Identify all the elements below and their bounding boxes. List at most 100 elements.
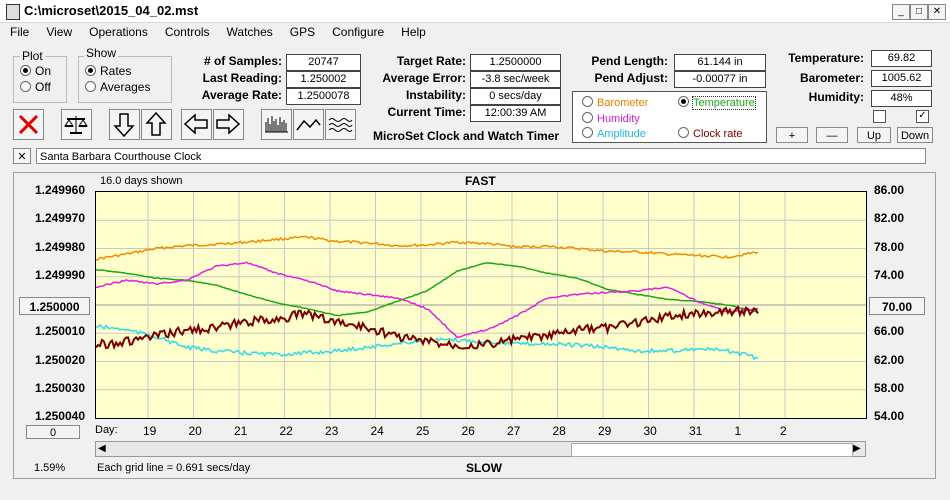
scroll-down-button[interactable]	[109, 109, 140, 140]
scroll-right-button[interactable]	[213, 109, 244, 140]
zigzag-line-icon	[296, 118, 321, 131]
arrow-right-icon	[216, 113, 241, 135]
pend-length-label: Pend Length:	[591, 54, 668, 68]
x-tick-label: 1	[734, 424, 742, 438]
amplitude-radio[interactable]: Amplitude	[582, 127, 646, 140]
app-icon	[6, 4, 20, 20]
barometer-radio[interactable]: Barometer	[582, 96, 648, 109]
y-right-tick-label: 78.00	[874, 239, 905, 254]
average-error-label: Average Error:	[382, 71, 466, 85]
current-time-value: 12:00:39 AM	[470, 105, 561, 122]
y-left-tick-label: 1.249990	[34, 267, 85, 282]
center-rate-button[interactable]: 1.250000	[19, 297, 90, 315]
menu-controls[interactable]: Controls	[164, 25, 210, 39]
show-group	[78, 56, 172, 103]
arrow-down-icon	[113, 113, 135, 138]
current-time-label: Current Time:	[387, 105, 466, 119]
center-temperature-button[interactable]: 70.00	[869, 297, 925, 315]
maximize-button[interactable]: □	[910, 4, 928, 20]
x-tick-label: 30	[643, 424, 657, 438]
scroll-up-button[interactable]	[141, 109, 172, 140]
x-tick-label: 2	[780, 424, 787, 438]
app-caption: MicroSet Clock and Watch Timer	[373, 129, 560, 143]
pend-adjust-label: Pend Adjust:	[594, 71, 668, 85]
menu-configure[interactable]: Configure	[332, 25, 385, 39]
y-left-tick-label: 1.249960	[34, 183, 85, 197]
menu-bar: File View Operations Controls Watches GPS Conf…	[0, 23, 950, 43]
show-averages-radio[interactable]: Averages	[85, 80, 150, 94]
show-rates-radio[interactable]: Rates	[85, 64, 131, 78]
y-right-tick-label: 62.00	[874, 352, 905, 367]
plot-group-title: Plot	[20, 49, 45, 63]
clear-description-button[interactable]: ✕	[13, 148, 31, 164]
x-tick-label: 31	[689, 424, 703, 438]
window-title: C:\microset\2015_04_02.mst	[24, 3, 199, 18]
percent-label: 1.59%	[34, 462, 66, 474]
bar-view-button[interactable]	[261, 109, 292, 140]
horizontal-scrollbar[interactable]: ◀ ▶	[95, 441, 866, 457]
y-right-tick-label: 66.00	[874, 324, 905, 339]
barometer-value: 1005.62	[871, 70, 932, 87]
series-select-box	[572, 91, 767, 143]
days-shown-label: 16.0 days shown	[100, 175, 183, 187]
arrow-left-icon	[183, 113, 208, 135]
humidity-label: Humidity:	[808, 90, 864, 104]
average-rate-value: 1.2500078	[286, 88, 361, 105]
close-window-button[interactable]: ✕	[928, 4, 946, 20]
stop-button[interactable]	[13, 109, 44, 140]
line-view-button[interactable]	[293, 109, 324, 140]
menu-help[interactable]: Help	[401, 25, 426, 39]
clock-rate-radio[interactable]: Clock rate	[678, 127, 743, 140]
x-tick-label: 24	[370, 424, 384, 438]
humidity-value: 48%	[871, 90, 932, 107]
balance-button[interactable]	[61, 109, 92, 140]
humidity-radio[interactable]: Humidity	[582, 112, 640, 125]
last-reading-label: Last Reading:	[202, 71, 282, 85]
instability-value: 0 secs/day	[470, 88, 561, 105]
plot-area	[95, 191, 867, 419]
series-line-barometer	[95, 235, 759, 261]
option-checkbox-2[interactable]: ✓	[916, 110, 929, 123]
last-reading-value: 1.250002	[286, 71, 361, 88]
average-rate-label: Average Rate:	[201, 88, 282, 102]
barometer-label: Barometer:	[799, 71, 864, 85]
scroll-left-button[interactable]	[181, 109, 212, 140]
balance-scale-icon	[64, 116, 88, 134]
x-tick-label: 22	[279, 424, 293, 438]
bars-icon	[265, 116, 288, 133]
scale-minus-button[interactable]: —	[816, 127, 848, 143]
scale-up-button[interactable]: Up	[857, 127, 891, 143]
temperature-radio[interactable]: Temperature	[678, 96, 756, 110]
menu-view[interactable]: View	[46, 25, 73, 39]
menu-operations[interactable]: Operations	[89, 25, 148, 39]
pend-length-value: 61.144 in	[674, 54, 766, 71]
description-field[interactable]: Santa Barbara Courthouse Clock	[36, 148, 926, 164]
x-tick-label: 23	[325, 424, 339, 438]
y-left-tick-label: 1.250030	[34, 380, 85, 395]
target-rate-label: Target Rate:	[396, 54, 466, 68]
samples-value: 20747	[286, 54, 361, 71]
menu-file[interactable]: File	[10, 25, 30, 39]
wave-view-button[interactable]	[325, 109, 356, 140]
chart-svg	[95, 192, 866, 418]
y-left-tick-label: 1.249980	[34, 239, 85, 254]
y-left-tick-label: 1.249970	[34, 211, 85, 226]
scrollbar-thumb[interactable]	[571, 443, 853, 457]
series-line-temperature	[95, 262, 759, 317]
option-checkbox-1[interactable]	[873, 110, 886, 123]
menu-gps[interactable]: GPS	[289, 25, 316, 39]
x-tick-label: 26	[461, 424, 475, 438]
scale-plus-button[interactable]: +	[776, 127, 808, 143]
offset-button[interactable]: 0	[26, 425, 80, 439]
slow-label: SLOW	[466, 461, 502, 475]
plot-off-radio[interactable]: Off	[20, 80, 51, 94]
x-tick-label: 27	[507, 424, 521, 438]
menu-watches[interactable]: Watches	[226, 25, 273, 39]
minimize-button[interactable]: _	[892, 4, 910, 20]
plot-on-radio[interactable]: On	[20, 64, 51, 78]
scale-down-button[interactable]: Down	[897, 127, 933, 143]
y-right-tick-label: 58.00	[874, 380, 905, 395]
scroll-left-arrow-icon[interactable]: ◀	[98, 443, 106, 454]
y-right-tick-label: 54.00	[874, 409, 905, 423]
scroll-right-arrow-icon[interactable]: ▶	[853, 443, 861, 454]
